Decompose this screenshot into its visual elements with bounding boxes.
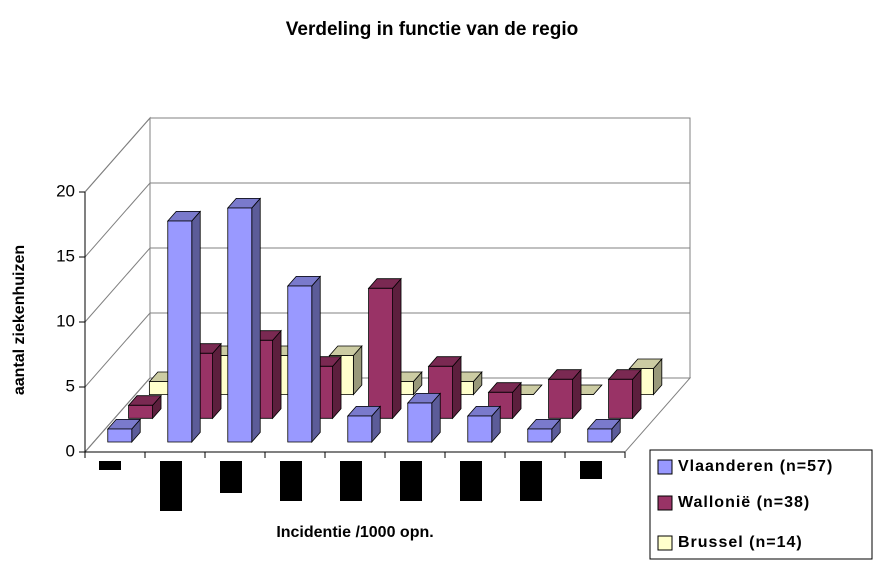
bar-front [548,378,573,419]
category-label-blocks [99,461,602,511]
bar-side [332,355,342,420]
bar-side [452,355,462,420]
legend-label: Brussel (n=14) [678,534,803,551]
bar-front [287,285,313,443]
bar [406,392,442,444]
bar-front [587,428,613,443]
grid-line [84,247,690,323]
label-block [580,461,602,479]
x-axis-title: Incidentie /1000 opn. [276,524,433,541]
label-block [280,461,302,501]
bar [586,418,622,444]
bar [607,368,642,420]
bar-side [272,329,282,420]
label-block [160,461,182,511]
bar [346,405,382,444]
bar [127,394,162,420]
bar [526,418,562,444]
y-tick-label: 5 [66,376,75,395]
label-block [460,461,482,501]
y-axis-title: aantal ziekenhuizen [11,245,28,395]
label-block [220,461,242,493]
label-block [520,461,542,501]
legend-swatch [657,459,673,475]
bar-front [368,287,393,419]
legend-swatch [657,495,673,511]
legend-box [649,449,873,560]
label-block [99,461,121,470]
bar [367,277,402,420]
y-tick-label: 10 [56,311,75,330]
bar-front [128,404,153,419]
grid-line [84,117,690,193]
bar-side [392,277,402,420]
legend-swatch [657,535,673,551]
label-block [400,461,422,501]
bar [106,418,142,444]
bar [547,368,582,420]
bar [226,197,262,444]
bar [466,405,502,444]
grid-line [84,377,690,453]
bar [286,275,322,444]
bar-side [311,275,321,444]
label-block [340,461,362,501]
bar-side [251,197,261,444]
legend-label: Wallonië (n=38) [678,494,810,511]
bar-front [347,415,373,443]
grid-line [84,312,690,388]
y-tick-label: 20 [56,181,75,200]
bar-front [467,415,493,443]
bar [166,210,202,444]
bar-front [608,378,633,419]
legend-label: Vlaanderen (n=57) [678,458,833,475]
chart-title: Verdeling in functie van de regio [286,19,578,40]
bar-front [107,428,133,443]
bar-front [167,220,193,443]
y-tick-label: 15 [56,246,75,265]
y-tick-label: 0 [66,441,75,460]
bar-side [212,342,222,420]
bar-side [191,210,201,444]
bar-front [407,402,433,443]
grid-line [84,182,690,258]
bar-front [227,207,253,443]
bar-front [527,428,553,443]
